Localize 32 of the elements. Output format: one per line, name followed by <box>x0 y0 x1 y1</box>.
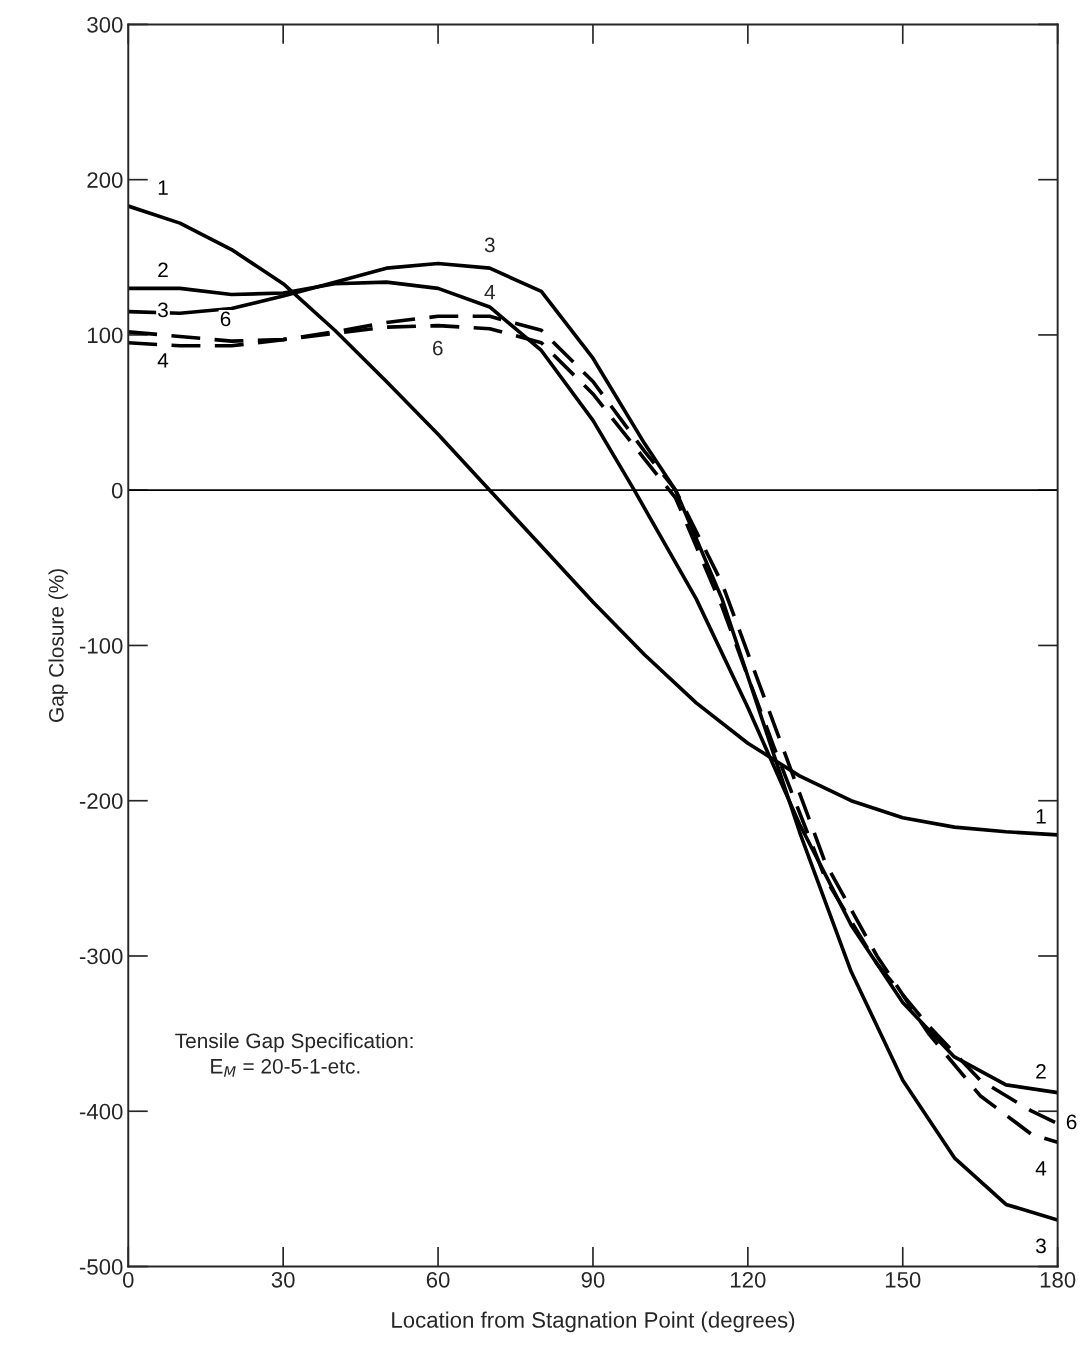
series-label: 3 <box>157 302 168 318</box>
text: 3 <box>484 237 495 253</box>
text: 2 <box>158 262 168 278</box>
x-tick-label: 180 <box>1040 1271 1076 1288</box>
y-tick-label: -100 <box>79 637 123 654</box>
y-tick-label: 200 <box>87 172 123 188</box>
y-tick-label: 0 <box>111 482 123 499</box>
x-tick-label: 60 <box>426 1271 450 1288</box>
x-tick-label: 30 <box>271 1271 295 1288</box>
y-tick-label: 300 <box>87 16 123 33</box>
annotation: 4 <box>1035 1161 1047 1176</box>
text: 1 <box>158 180 168 195</box>
annotation: Tensile Gap Specification: E$_{M}$ = 20-5-1-etc. <box>175 1032 413 1077</box>
x-tick-label: 150 <box>885 1271 921 1288</box>
text: 4 <box>484 285 495 300</box>
series-label: 1 <box>1036 809 1046 824</box>
series-label: 2 <box>1036 1064 1046 1079</box>
y-axis-title: Gap Closure (%) <box>48 569 68 722</box>
series-label: 4 <box>157 353 169 368</box>
y-tick-label: -300 <box>79 948 123 965</box>
text: 6 <box>220 311 231 327</box>
series-label: 6 <box>1066 1114 1077 1130</box>
y-tick-label: 100 <box>88 327 123 344</box>
annotation: 3 <box>1035 1238 1046 1254</box>
x-tick-label: 0 <box>122 1271 134 1288</box>
y-tick-label: -500 <box>79 1259 123 1275</box>
x-tick-label: 120 <box>731 1271 766 1288</box>
y-tick-label: -400 <box>79 1103 123 1120</box>
y-tick-label: -200 <box>79 793 123 809</box>
x-tick-label: 90 <box>581 1271 605 1288</box>
annotation: 6 <box>433 340 443 356</box>
x-axis-title: Location from Stagnation Point (degrees) <box>392 1311 795 1333</box>
